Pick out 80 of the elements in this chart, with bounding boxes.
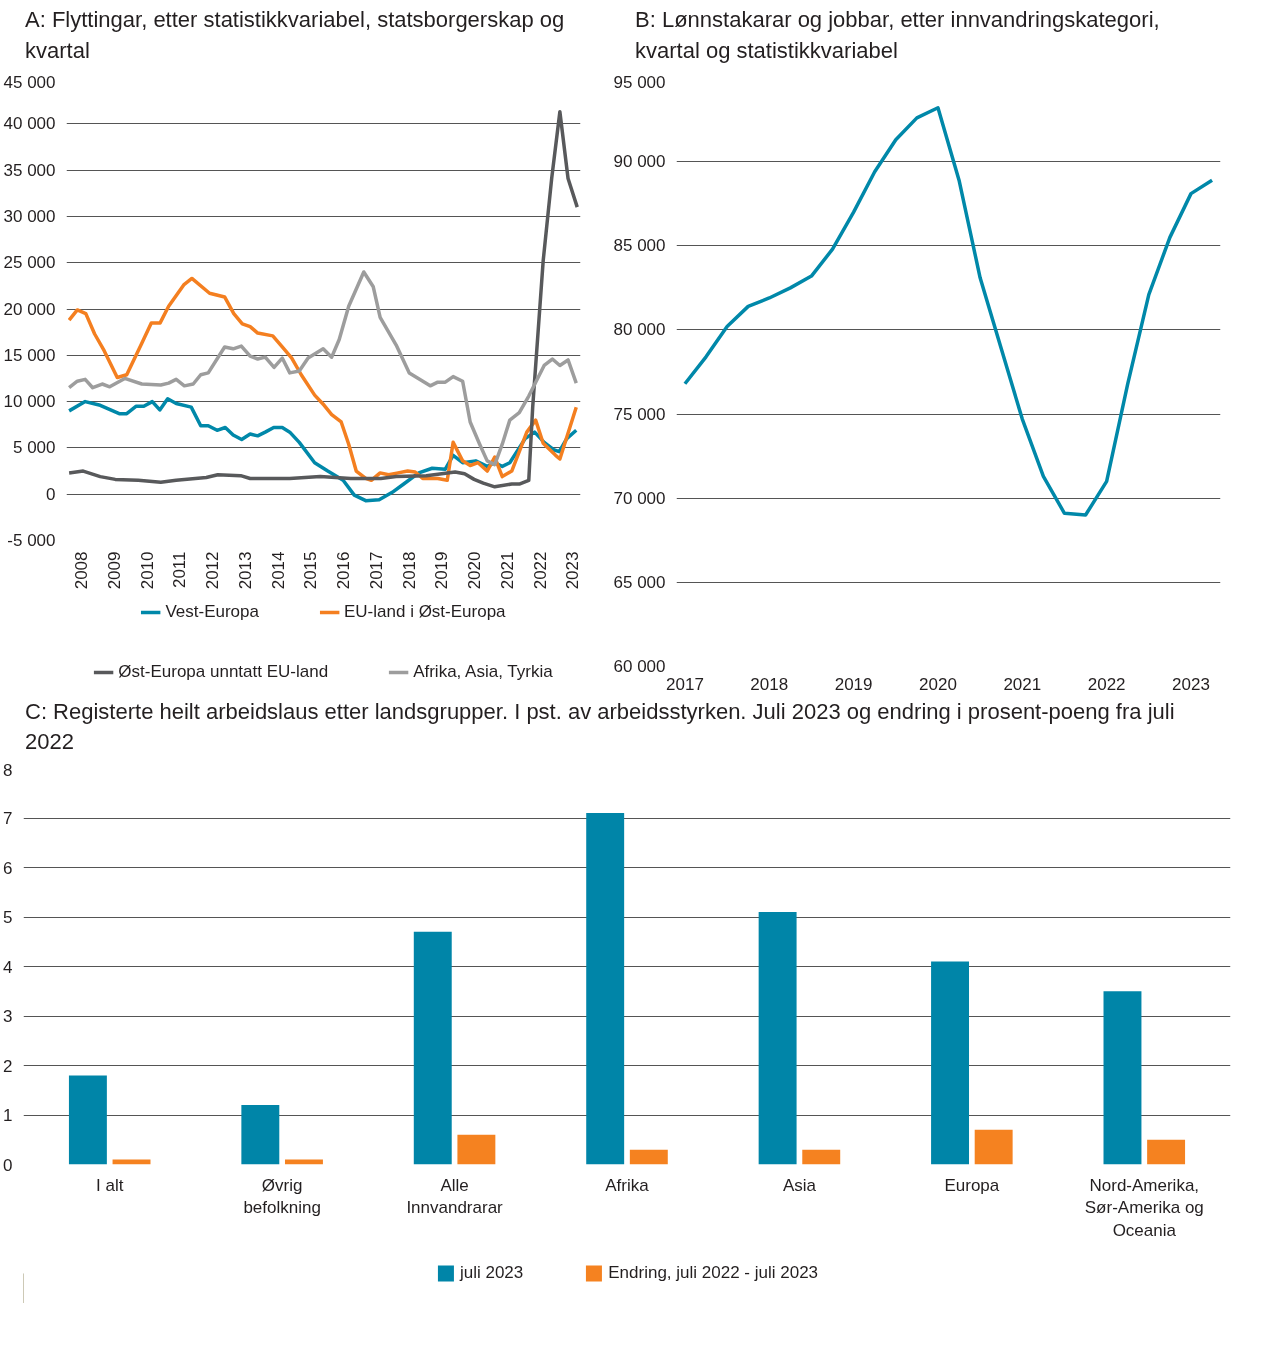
y-tick-label: 90 000: [613, 151, 666, 171]
y-tick-label: 10 000: [3, 391, 56, 411]
chart-title: A: Flyttingar, etter statistikkvariabel, statsborgerskap og kvartal: [25, 6, 566, 65]
x-tick-label: 2009: [104, 551, 124, 589]
y-tick-label: 7: [3, 809, 13, 829]
x-tick-label: 2022: [1087, 674, 1126, 694]
y-tick-label: 95 000: [613, 72, 666, 92]
y-tick-label: 40 000: [3, 113, 56, 133]
bar: [1103, 991, 1142, 1165]
x-tick-label: 2016: [334, 551, 354, 589]
y-tick-label: 20 000: [3, 299, 56, 319]
y-tick-label: 30 000: [3, 206, 56, 226]
x-tick-label: Afrika: [605, 1175, 650, 1195]
y-tick-label: 75 000: [613, 404, 666, 424]
x-tick-label: 2022: [530, 551, 550, 589]
bar: [758, 912, 797, 1165]
y-tick-label: 0: [3, 1155, 13, 1175]
y-tick-label: -5 000: [7, 530, 56, 550]
x-tick-label: 2013: [235, 551, 255, 589]
x-tick-label: 2018: [750, 674, 789, 694]
y-tick-label: 35 000: [3, 160, 56, 180]
line-series: [683, 105, 1214, 517]
y-tick-label: 6: [3, 858, 13, 878]
x-tick-label: 2012: [203, 551, 223, 589]
x-tick-label: 2015: [301, 551, 321, 589]
x-tick-label: 2017: [666, 674, 704, 694]
y-tick-label: 15 000: [3, 345, 56, 365]
y-tick-label: 5: [3, 908, 13, 928]
y-tick-label: 45 000: [3, 72, 56, 92]
x-tick-label: 2010: [137, 551, 157, 589]
bar: [974, 1130, 1013, 1165]
x-tick-label: 2011: [170, 551, 190, 588]
y-tick-label: 80 000: [613, 320, 666, 340]
x-tick-label: 2018: [399, 551, 419, 589]
bar: [931, 961, 970, 1165]
x-tick-label: 2023: [1172, 674, 1210, 694]
legend-label: Endring, juli 2022 - juli 2023: [608, 1263, 819, 1284]
bar: [1147, 1139, 1186, 1165]
x-tick-label: 2021: [1003, 674, 1042, 694]
bar: [802, 1149, 841, 1165]
legend-label: Afrika, Asia, Tyrkia: [413, 661, 553, 682]
x-tick-label: 2023: [563, 551, 583, 589]
x-tick-label: 2014: [268, 551, 288, 589]
bar: [457, 1134, 496, 1165]
x-tick-label: Nord-Amerika, Sør-Amerika og Oceania: [1084, 1175, 1204, 1241]
x-tick-label: 2019: [432, 551, 452, 589]
y-tick-label: 1: [3, 1106, 13, 1126]
y-tick-label: 2: [3, 1056, 13, 1076]
legend-label: Vest-Europa: [165, 601, 259, 622]
x-tick-label: 2020: [465, 551, 485, 589]
y-tick-label: 70 000: [613, 488, 666, 508]
x-tick-label: Øvrig befolkning: [243, 1175, 321, 1218]
y-tick-label: 3: [3, 1007, 13, 1027]
x-tick-label: 2017: [366, 551, 386, 589]
x-tick-label: 2008: [72, 551, 92, 589]
bar: [413, 932, 452, 1165]
legend-label: EU-land i Øst-Europa: [343, 601, 506, 622]
bar: [241, 1105, 280, 1165]
bar: [68, 1075, 107, 1165]
y-tick-label: 0: [46, 484, 56, 504]
x-tick-label: 2020: [919, 674, 957, 694]
x-tick-label: Alle Innvandrarar: [406, 1175, 504, 1218]
bar: [586, 813, 625, 1165]
x-tick-label: I alt: [96, 1175, 124, 1195]
x-tick-label: Asia: [782, 1175, 817, 1195]
y-tick-label: 5 000: [12, 437, 56, 457]
y-tick-label: 4: [3, 957, 13, 977]
legend-label: Øst-Europa unntatt EU-land: [118, 661, 329, 682]
y-tick-label: 8: [3, 760, 13, 780]
y-tick-label: 25 000: [3, 252, 56, 272]
legend-label: juli 2023: [459, 1263, 524, 1284]
y-tick-label: 85 000: [613, 235, 666, 255]
bar: [629, 1149, 668, 1165]
x-tick-label: Europa: [944, 1175, 1000, 1195]
x-tick-label: 2019: [834, 674, 873, 694]
x-tick-label: 2021: [497, 551, 517, 589]
y-tick-label: 65 000: [613, 572, 666, 592]
y-tick-label: 60 000: [613, 656, 666, 676]
chart-title: C: Registerte heilt arbeidslaus etter landsgrupper. I pst. av arbeidsstyrken. Juli 2023 og endring i prosent-poeng fra juli 2022: [25, 697, 1176, 757]
chart-title: B: Lønnstakarar og jobbar, etter innvandringskategori, kvartal og statistikkvariabel: [635, 6, 1161, 65]
